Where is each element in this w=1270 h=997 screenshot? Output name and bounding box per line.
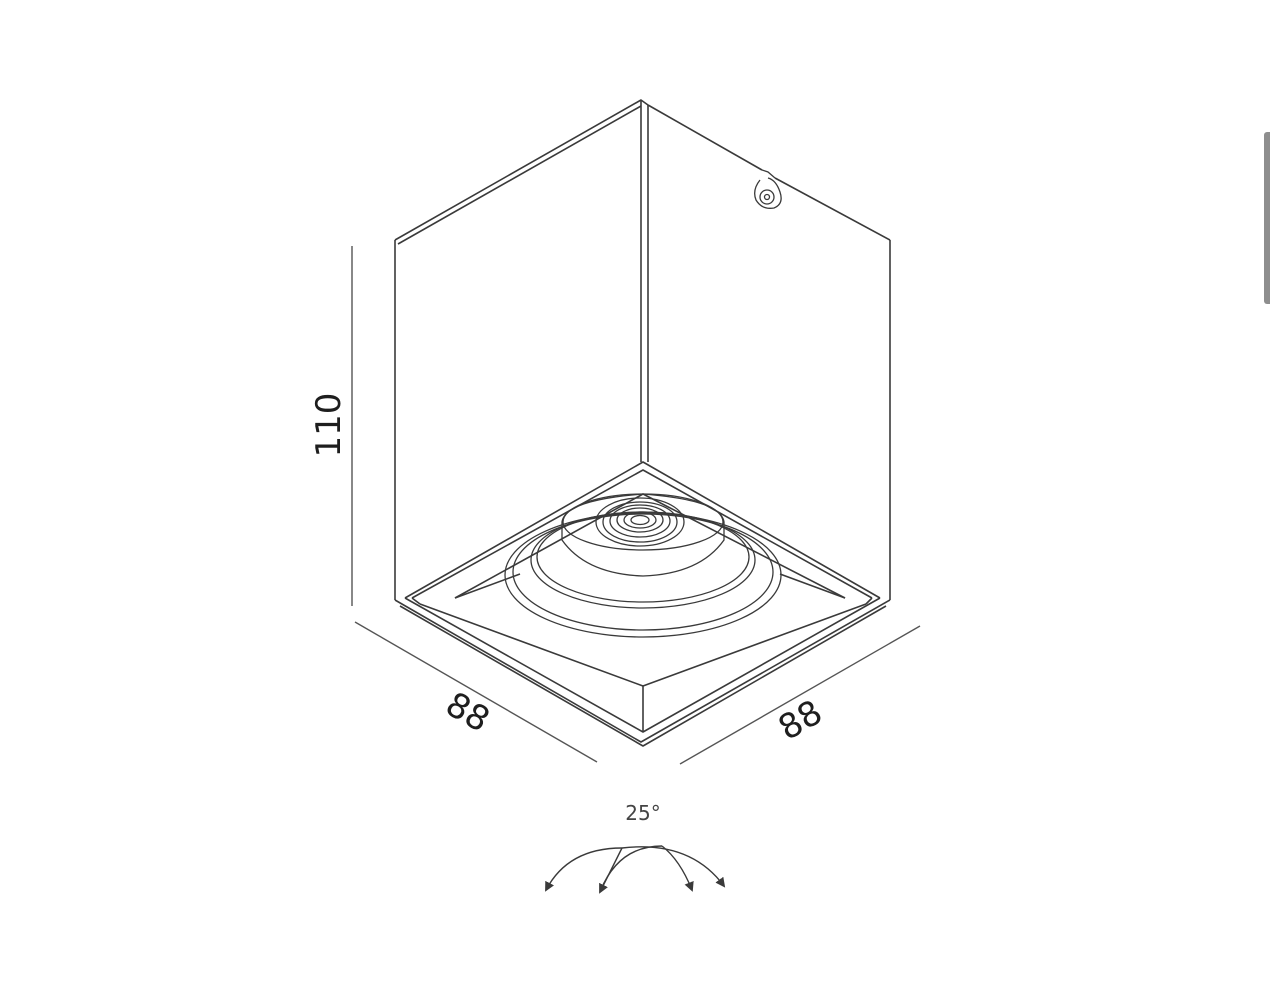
bottom-rim-outer-2 xyxy=(399,605,887,747)
dimension-lines xyxy=(351,246,921,765)
lamp-top-ring xyxy=(562,493,724,551)
lamp-lens-ring-2 xyxy=(609,504,671,538)
top-left-edge xyxy=(394,99,649,241)
lamp-lens-ring-1 xyxy=(602,501,678,543)
top-left-edge-inner xyxy=(397,105,642,245)
tilt-arrow-right xyxy=(621,846,726,888)
inner-left-wall xyxy=(411,597,421,605)
right-width-dimension-line xyxy=(679,625,921,765)
lamp-module xyxy=(504,493,782,638)
tilt-arrow-left-start xyxy=(599,845,663,893)
height-dimension-label: 110 xyxy=(309,393,349,458)
scrollbar-thumb[interactable] xyxy=(1264,132,1270,304)
recess-frame-3 xyxy=(779,573,846,599)
left-width-dimension-line xyxy=(354,621,598,763)
housing-outline xyxy=(394,99,891,747)
lamp-outer-ring-2 xyxy=(512,513,774,631)
top-right-edge xyxy=(647,104,763,171)
lamp-dome xyxy=(561,493,725,577)
lamp-lens-outer xyxy=(595,497,685,547)
recess-frame-2 xyxy=(454,573,521,599)
lamp-lens-core xyxy=(630,514,650,526)
lamp-lens-ring-4 xyxy=(623,511,657,529)
inner-opening-back-2 xyxy=(411,469,873,599)
left-width-dimension-label: 88 xyxy=(439,684,496,740)
bottom-rim-outer xyxy=(394,599,891,743)
top-right-edge-2 xyxy=(774,177,891,241)
lamp-middle-ring-2 xyxy=(536,511,750,603)
inner-right-wall xyxy=(865,597,873,605)
right-width-dimension-label: 88 xyxy=(772,692,829,748)
tilt-arrow-left xyxy=(545,847,623,892)
double-curved-arrow-icon xyxy=(545,845,726,894)
lamp-outer-ring xyxy=(504,512,782,638)
tilt-angle-label: 25° xyxy=(625,801,660,825)
lamp-lens-ring-3 xyxy=(616,507,664,533)
screw-hole-icon xyxy=(754,169,782,209)
inner-opening-back xyxy=(404,461,881,599)
tilt-arrow-right-inner xyxy=(661,845,694,892)
